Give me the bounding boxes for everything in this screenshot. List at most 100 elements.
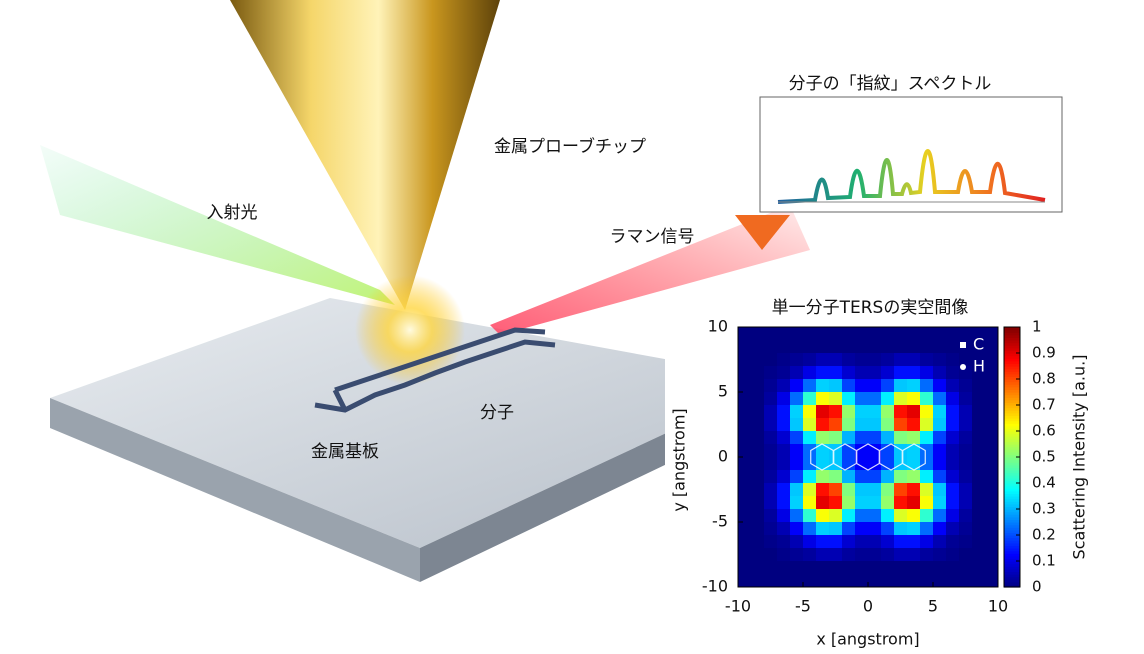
heatmap-cell	[738, 431, 752, 445]
colorbar-band	[1004, 350, 1020, 354]
heatmap-cell	[803, 366, 817, 380]
colorbar-band	[1004, 433, 1020, 437]
heatmap-cell	[894, 470, 908, 484]
heatmap-cell	[803, 548, 817, 562]
heatmap-cell	[972, 483, 986, 497]
heatmap-cell	[803, 340, 817, 354]
heatmap-cell	[751, 457, 765, 471]
heatmap-cell	[985, 392, 999, 406]
heatmap-cell	[946, 444, 960, 458]
heatmap-cell	[764, 340, 778, 354]
colorbar-band	[1004, 376, 1020, 380]
colorbar-band	[1004, 397, 1020, 401]
colorbar-tick-label: 0.3	[1032, 500, 1056, 518]
heatmap-cell	[946, 418, 960, 432]
heatmap-cell	[868, 509, 882, 523]
arrow	[735, 215, 790, 250]
heatmap-cell	[829, 379, 843, 393]
heatmap-cell	[751, 548, 765, 562]
x-tick-label: -5	[795, 597, 811, 616]
heatmap-cell	[933, 496, 947, 510]
heatmap-cell	[816, 444, 830, 458]
heatmap-cell	[764, 574, 778, 588]
colorbar-band	[1004, 329, 1020, 333]
colorbar-band	[1004, 345, 1020, 349]
heatmap-cell	[803, 392, 817, 406]
heatmap-cell	[842, 379, 856, 393]
colorbar-band	[1004, 540, 1020, 544]
heatmap-cell	[907, 366, 921, 380]
x-axis-label: x [angstrom]	[816, 630, 919, 649]
label: ラマン信号	[610, 227, 695, 247]
heatmap-cell	[803, 431, 817, 445]
heatmap-cell	[894, 483, 908, 497]
heatmap-cell	[933, 340, 947, 354]
heatmap-cell	[972, 418, 986, 432]
heatmap-cell	[829, 509, 843, 523]
heatmap-cell	[790, 561, 804, 575]
heatmap-cell	[790, 353, 804, 367]
heatmap-cell	[933, 509, 947, 523]
heatmap-cell	[764, 561, 778, 575]
heatmap-cell	[829, 392, 843, 406]
heatmap-cell	[764, 522, 778, 536]
heatmap-cell	[764, 483, 778, 497]
heatmap-cell	[881, 392, 895, 406]
heatmap-cell	[777, 418, 791, 432]
heatmap-cell	[790, 340, 804, 354]
colorbar-band	[1004, 436, 1020, 440]
heatmap-cell	[738, 444, 752, 458]
heatmap-cell	[959, 405, 973, 419]
heatmap-cell	[777, 340, 791, 354]
heatmap-cell	[855, 327, 869, 341]
heatmap-cell	[816, 509, 830, 523]
heatmap-cell	[816, 327, 830, 341]
colorbar-band	[1004, 347, 1020, 351]
heatmap-cell	[764, 418, 778, 432]
colorbar-band	[1004, 363, 1020, 367]
heatmap-cell	[855, 496, 869, 510]
heatmap-cell	[764, 470, 778, 484]
heatmap-cell	[946, 327, 960, 341]
incident-beam	[40, 145, 395, 305]
colorbar-tick-label: 0.4	[1032, 474, 1056, 492]
heatmap-cell	[985, 431, 999, 445]
colorbar-band	[1004, 410, 1020, 414]
heatmap-cell	[842, 574, 856, 588]
colorbar-band	[1004, 368, 1020, 372]
heatmap-cell	[842, 327, 856, 341]
colorbar-band	[1004, 574, 1020, 578]
legend-label: C	[973, 335, 984, 354]
heatmap-cell	[764, 327, 778, 341]
heatmap-cell	[959, 535, 973, 549]
heatmap-cell	[946, 509, 960, 523]
heatmap-cell	[972, 392, 986, 406]
heatmap-cell	[738, 561, 752, 575]
heatmap-cell	[855, 574, 869, 588]
heatmap-cell	[985, 340, 999, 354]
heatmap-cell	[907, 496, 921, 510]
heatmap-cell	[868, 574, 882, 588]
heatmap-cell	[855, 431, 869, 445]
heatmap-cell	[959, 522, 973, 536]
heatmap-cell	[933, 535, 947, 549]
substrate-front	[50, 398, 420, 582]
heatmap-cell	[829, 418, 843, 432]
colorbar-band	[1004, 360, 1020, 364]
heatmap-cell	[881, 353, 895, 367]
heatmap-cell	[738, 535, 752, 549]
colorbar-tick-label: 1	[1032, 318, 1042, 336]
colorbar-band	[1004, 472, 1020, 476]
heatmap-cell	[868, 340, 882, 354]
y-axis-label: y [angstrom]	[670, 408, 689, 511]
heatmap-cell	[855, 379, 869, 393]
heatmap-cell	[959, 327, 973, 341]
colorbar-band	[1004, 555, 1020, 559]
heatmap-cell	[881, 522, 895, 536]
heatmap-cell	[959, 444, 973, 458]
heatmap-cell	[933, 405, 947, 419]
heatmap-cell	[946, 392, 960, 406]
heatmap-cell	[816, 470, 830, 484]
colorbar-band	[1004, 449, 1020, 453]
heatmap-cell	[985, 379, 999, 393]
